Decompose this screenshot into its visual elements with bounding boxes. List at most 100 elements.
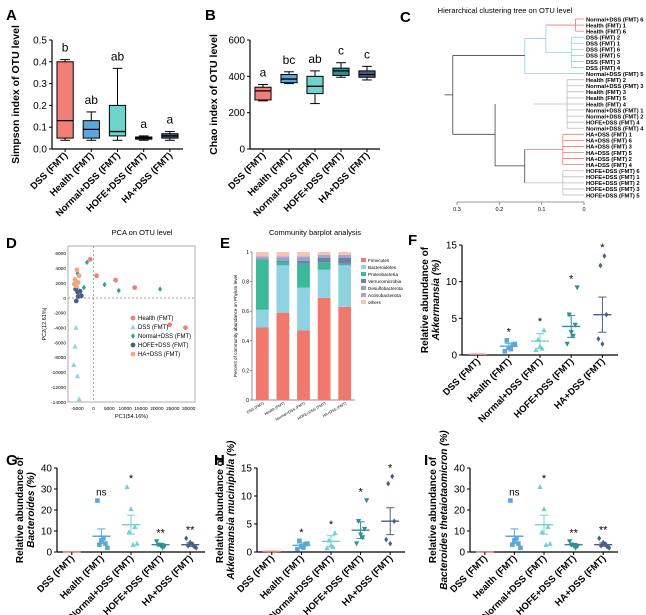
y-tick-label: 200 <box>228 108 245 119</box>
panel-letter-b: B <box>205 7 216 24</box>
legend-swatch <box>361 300 366 304</box>
bar-segment <box>276 257 290 261</box>
pca-point <box>87 256 93 262</box>
legend-label: Actinobacteriota <box>368 293 401 298</box>
y-axis-label: Akkermansia muciniphila (%) <box>226 440 237 581</box>
pca-point <box>85 259 90 266</box>
significance-marker: ns <box>96 488 107 499</box>
data-point <box>126 529 132 535</box>
legend-swatch <box>361 258 366 262</box>
y-axis-label: Simpson index of OTU level <box>10 25 22 164</box>
panel-g-dotplot: Relative abundance of Bacteroides (%) 0 10 2… <box>15 456 205 615</box>
leaf-label: Health (FMT) 6 <box>586 29 627 35</box>
pca-title: PCA on OTU level <box>112 228 173 237</box>
y-axis-label: Akkermansia (%) <box>431 259 442 341</box>
data-point <box>541 506 547 512</box>
bar-segment <box>297 330 310 400</box>
leaf-label: HA+DSS (FMT) 4 <box>586 163 633 169</box>
data-point <box>305 541 310 546</box>
bar-segment <box>338 252 352 255</box>
significance-marker: ns <box>509 488 520 499</box>
data-point <box>194 545 199 551</box>
legend-swatch <box>361 279 366 283</box>
legend-label: Firmicutes <box>368 258 390 263</box>
data-point <box>574 285 580 291</box>
x-tick-label: DSS (FMT) <box>246 401 265 414</box>
significance-letter: c <box>338 44 344 58</box>
data-point <box>510 542 515 547</box>
barplot-title: Community barplot analysis <box>269 228 361 237</box>
data-point <box>390 473 395 480</box>
bar-segment <box>317 257 331 263</box>
y-tick-label: 10 <box>446 277 458 288</box>
data-point <box>134 540 140 546</box>
legend-label: DSS (FMT) <box>138 325 168 331</box>
data-point <box>541 327 547 333</box>
significance-marker: * <box>329 519 334 531</box>
pca-point <box>102 281 107 288</box>
pca-point <box>167 322 173 328</box>
y-tick-label: 10 <box>41 527 53 538</box>
pca-point <box>132 285 138 290</box>
panel-h-dotplot: Relative abundance of Akkermansia mucinip… <box>215 440 405 615</box>
leaf-label: HOFE+DSS (FMT) 5 <box>586 193 640 199</box>
y-tick-label: 4000 <box>55 266 66 272</box>
y-tick-label: 0 <box>459 548 465 559</box>
y-tick-label: 0.2 <box>242 368 249 374</box>
bar-segment <box>317 254 331 257</box>
data-point <box>602 253 607 259</box>
y-tick-label: -8000 <box>54 355 67 361</box>
leaf-label: Health (FMT) 3 <box>586 90 627 96</box>
data-point <box>362 526 368 532</box>
pca-point <box>73 283 79 289</box>
bar-segment <box>297 287 310 331</box>
y-tick-label: 5 <box>451 314 457 325</box>
leaf-label: Health (FMT) 4 <box>586 102 627 108</box>
bar-segment <box>338 256 352 258</box>
y-tick-label: 400 <box>228 72 245 83</box>
data-point <box>572 322 578 328</box>
significance-letter: a <box>167 113 174 127</box>
panel-letter-d: D <box>6 235 17 252</box>
y-tick-label: 40 <box>454 464 466 475</box>
significance-marker: * <box>542 473 547 485</box>
bar-segment <box>276 252 290 257</box>
pca-point <box>78 293 84 299</box>
y-axis-label: Percent of community abundance on Phylum… <box>233 275 238 377</box>
data-point <box>160 545 166 551</box>
y-tick-label: 0 <box>246 548 252 559</box>
pca-point <box>158 286 163 292</box>
box <box>332 67 350 76</box>
y-tick-label: 0 <box>246 398 249 404</box>
x-tick-label: 5000 <box>104 406 115 412</box>
y-tick-label: 40 <box>41 464 53 475</box>
y-tick-label: 0.5 <box>33 36 47 47</box>
y-tick-label: 5 <box>246 520 252 531</box>
data-point <box>384 536 389 543</box>
significance-marker: * <box>358 486 363 498</box>
x-tick-label: 10000 <box>118 406 132 412</box>
data-point <box>573 545 579 551</box>
data-point <box>360 535 366 541</box>
significance-letter: a <box>260 66 267 80</box>
leaf-label: HOFE+DSS (FMT) 4 <box>586 120 640 126</box>
leaf-label: DSS (FMT) 6 <box>586 48 621 54</box>
legend-marker <box>130 324 136 330</box>
leaf-label: HA+DSS (FMT) 5 <box>586 151 633 157</box>
significance-marker: * <box>129 473 134 485</box>
data-point <box>504 338 510 343</box>
y-tick-label: 600 <box>228 36 245 47</box>
significance-marker: * <box>600 242 605 254</box>
pca-point <box>74 267 80 273</box>
y-axis-label: PC2(12.61%) <box>42 307 48 340</box>
y-tick-label: 20 <box>41 506 53 517</box>
legend-label: Verrucomicrobia <box>368 279 402 284</box>
data-point <box>97 542 102 547</box>
legend-label: Proteobacteria <box>368 272 398 277</box>
panel-letter-h: H <box>214 452 225 469</box>
data-point <box>545 524 551 529</box>
y-tick-label: -14000 <box>51 400 66 406</box>
data-point <box>354 541 360 547</box>
y-tick-label: -6000 <box>54 340 67 346</box>
leaf-label: Health (FMT) 5 <box>586 96 627 102</box>
